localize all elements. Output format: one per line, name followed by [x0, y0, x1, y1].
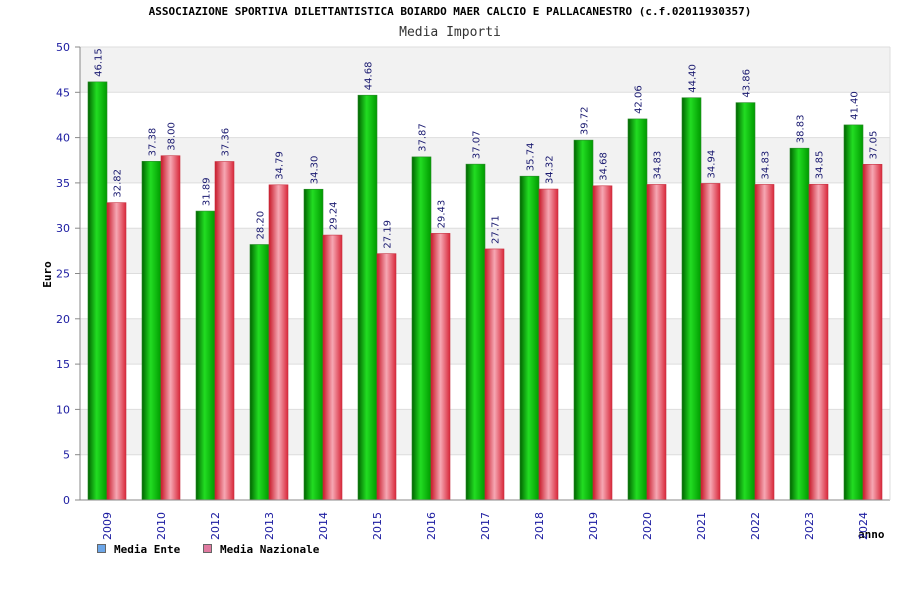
legend-label-media-ente: Media Ente	[114, 543, 181, 556]
data-label: 34.83	[653, 151, 664, 180]
bar-media-nazionale	[808, 183, 829, 501]
x-tick-label: 2020	[641, 512, 654, 540]
bar-media-nazionale	[376, 253, 397, 501]
bar-media-ente	[411, 156, 432, 501]
legend-item-media-nazionale: Media Nazionale	[203, 543, 319, 556]
x-axis-title: anno	[858, 528, 885, 541]
y-tick-label: 0	[63, 494, 70, 507]
x-tick-label: 2024	[857, 512, 870, 540]
bar-media-nazionale	[862, 164, 883, 501]
bar-media-nazionale	[646, 184, 667, 501]
y-tick-label: 35	[56, 177, 70, 190]
data-label: 32.82	[113, 169, 124, 198]
bar-media-nazionale	[106, 202, 127, 501]
data-label: 44.68	[364, 62, 375, 91]
x-tick-label: 2009	[101, 512, 114, 540]
data-label: 41.40	[850, 91, 861, 120]
x-tick-label: 2012	[209, 512, 222, 540]
data-label: 34.85	[815, 151, 826, 180]
grid-band	[80, 47, 890, 93]
y-tick-label: 20	[56, 313, 70, 326]
data-label: 35.74	[526, 143, 537, 172]
bar-media-nazionale	[754, 184, 775, 501]
data-label: 34.83	[761, 151, 772, 180]
x-tick-label: 2010	[155, 512, 168, 540]
y-tick-label: 50	[56, 41, 70, 54]
data-label: 28.20	[256, 211, 267, 240]
y-tick-label: 10	[56, 403, 70, 416]
bar-media-ente	[249, 244, 270, 501]
data-label: 37.87	[418, 123, 429, 152]
data-label: 34.79	[275, 151, 286, 180]
legend-item-media-ente: Media Ente	[97, 543, 180, 556]
y-tick-label: 25	[56, 268, 70, 281]
bar-media-nazionale	[160, 155, 181, 501]
x-tick-label: 2019	[587, 512, 600, 540]
x-tick-label: 2013	[263, 512, 276, 540]
x-tick-label: 2015	[371, 512, 384, 540]
chart-subtitle: Media Importi	[399, 25, 501, 40]
x-tick-label: 2016	[425, 512, 438, 540]
data-label: 38.83	[796, 115, 807, 144]
data-label: 34.68	[599, 152, 610, 181]
data-label: 29.43	[437, 200, 448, 229]
legend-label-media-nazionale: Media Nazionale	[220, 543, 320, 556]
data-label: 37.36	[221, 128, 232, 157]
bar-media-ente	[87, 81, 108, 501]
bar-media-nazionale	[268, 184, 289, 501]
y-tick-label: 15	[56, 358, 70, 371]
bar-media-ente	[843, 124, 864, 501]
bar-media-ente	[735, 102, 756, 501]
data-label: 37.38	[148, 128, 159, 157]
bar-media-ente	[141, 161, 162, 501]
bar-media-ente	[303, 188, 324, 501]
y-tick-label: 40	[56, 132, 70, 145]
y-tick-label: 30	[56, 222, 70, 235]
bar-media-ente	[681, 97, 702, 501]
data-label: 37.07	[472, 131, 483, 160]
data-label: 38.00	[167, 122, 178, 151]
data-label: 37.05	[869, 131, 880, 160]
x-tick-label: 2022	[749, 512, 762, 540]
bar-media-nazionale	[538, 188, 559, 501]
x-tick-label: 2023	[803, 512, 816, 540]
legend-swatch-media-nazionale	[203, 544, 212, 553]
data-label: 43.86	[742, 69, 753, 98]
x-tick-label: 2018	[533, 512, 546, 540]
data-label: 34.94	[707, 150, 718, 179]
data-label: 39.72	[580, 106, 591, 135]
x-tick-label: 2014	[317, 512, 330, 540]
data-label: 27.19	[383, 220, 394, 249]
bar-media-ente	[357, 94, 378, 501]
x-tick-label: 2017	[479, 512, 492, 540]
bar-media-ente	[627, 118, 648, 501]
data-label: 31.89	[202, 177, 213, 206]
bar-media-ente	[519, 175, 540, 501]
data-label: 34.30	[310, 156, 321, 185]
data-label: 42.06	[634, 85, 645, 114]
bar-media-ente	[195, 210, 216, 501]
bar-media-nazionale	[592, 185, 613, 501]
bar-media-ente	[465, 163, 486, 501]
data-label: 29.24	[329, 201, 340, 230]
bar-media-nazionale	[322, 234, 343, 501]
bar-media-nazionale	[700, 183, 721, 501]
x-tick-label: 2021	[695, 512, 708, 540]
data-label: 34.32	[545, 155, 556, 184]
bar-media-ente	[789, 147, 810, 501]
bar-media-ente	[573, 139, 594, 501]
bar-media-nazionale	[214, 161, 235, 501]
data-label: 46.15	[94, 48, 105, 77]
y-tick-label: 45	[56, 86, 70, 99]
chart-title: ASSOCIAZIONE SPORTIVA DILETTANTISTICA BO…	[148, 5, 752, 18]
y-tick-label: 5	[63, 449, 70, 462]
bar-media-nazionale	[484, 248, 505, 501]
legend-swatch-media-ente	[97, 544, 106, 553]
data-label: 27.71	[491, 215, 502, 244]
grid-band	[80, 92, 890, 138]
bar-media-nazionale	[430, 233, 451, 501]
data-label: 44.40	[688, 64, 699, 93]
